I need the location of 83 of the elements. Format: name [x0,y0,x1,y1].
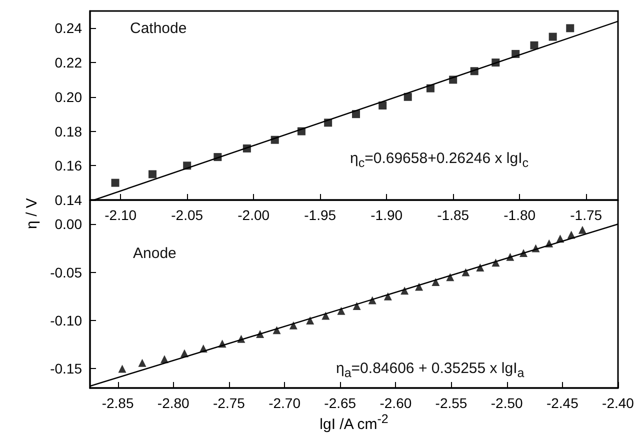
point [492,258,500,267]
point [180,349,188,358]
x-tick-label: -2.45 [546,395,579,411]
x-tick-label: -1.90 [370,207,403,223]
x-tick-label: -2.50 [490,395,524,411]
y-axis-title: η / V [24,197,40,231]
point [297,127,306,136]
x-tick-label: -2.10 [104,207,137,223]
x-tick-label: -2.55 [435,395,468,411]
point [289,321,298,330]
annotation: Anode [133,245,176,262]
point [566,24,574,32]
annotation: Cathode [130,20,187,37]
point [446,273,454,282]
point [462,268,470,276]
x-tick-label: -2.40 [602,395,634,411]
point [530,41,538,50]
x-tick-label: -2.05 [171,207,204,223]
point [470,67,478,76]
x-tick-label: -2.70 [268,395,301,411]
point [322,312,330,320]
point [512,50,520,58]
y-tick-label: 0.22 [54,54,82,71]
y-tick-label: -0.15 [50,360,82,377]
point [415,282,424,291]
point [548,32,557,41]
y-tick-label: -0.05 [50,264,82,280]
point [567,230,576,239]
y-tick-label: 0.00 [54,216,82,232]
point [138,358,146,367]
point [506,252,514,261]
point [532,244,540,252]
x-tick-label: -1.80 [504,207,536,223]
point [111,178,120,187]
annotation: η$_{a}$=0.84606 + 0.35255 x lgI$_{a}$ [336,360,524,380]
x-tick-label: -2.65 [324,395,356,411]
point [432,278,440,286]
x-tick-label: -2.85 [102,395,134,411]
point [118,364,126,373]
point [404,92,412,101]
x-tick-label: -1.75 [570,207,602,223]
annotation: η$_{c}$=0.69658+0.26246 x lgI$_{c}$ [350,150,528,170]
point [352,110,360,118]
point [352,302,361,310]
point [476,263,484,272]
point [545,239,554,248]
point [183,162,192,170]
x-tick-label: -2.00 [238,207,270,223]
point [426,84,434,92]
point [449,76,458,84]
x-tick-label: -2.60 [380,395,412,411]
point [337,306,346,315]
x-tick-label: -2.80 [157,395,190,411]
point [306,316,314,325]
point [270,136,279,144]
point [492,58,500,67]
point [199,344,208,352]
point [324,118,332,127]
x-tick-label: -2.75 [212,395,246,411]
y-tick-label: 0.18 [54,123,82,140]
x-axis-title: lgI /A cm$^{-2}$ [318,412,390,433]
y-tick-label: 0.16 [54,158,82,174]
x-tick-label: -1.95 [304,207,336,223]
point [237,334,246,343]
point [272,326,281,334]
y-tick-label: 0.20 [54,88,82,105]
point [556,234,564,243]
point [218,340,226,348]
y-tick-label: -0.10 [50,312,82,329]
point [148,170,157,178]
point [400,286,409,295]
point [520,249,528,258]
point [578,226,586,234]
y-tick-label: 0.14 [54,192,82,208]
point [214,153,222,162]
point [378,102,387,110]
point [242,144,251,152]
x-tick-label: -1.85 [437,207,470,223]
y-tick-label: 0.24 [54,20,82,36]
point [256,330,264,338]
point [384,292,392,300]
point [160,355,168,364]
point [368,296,376,304]
